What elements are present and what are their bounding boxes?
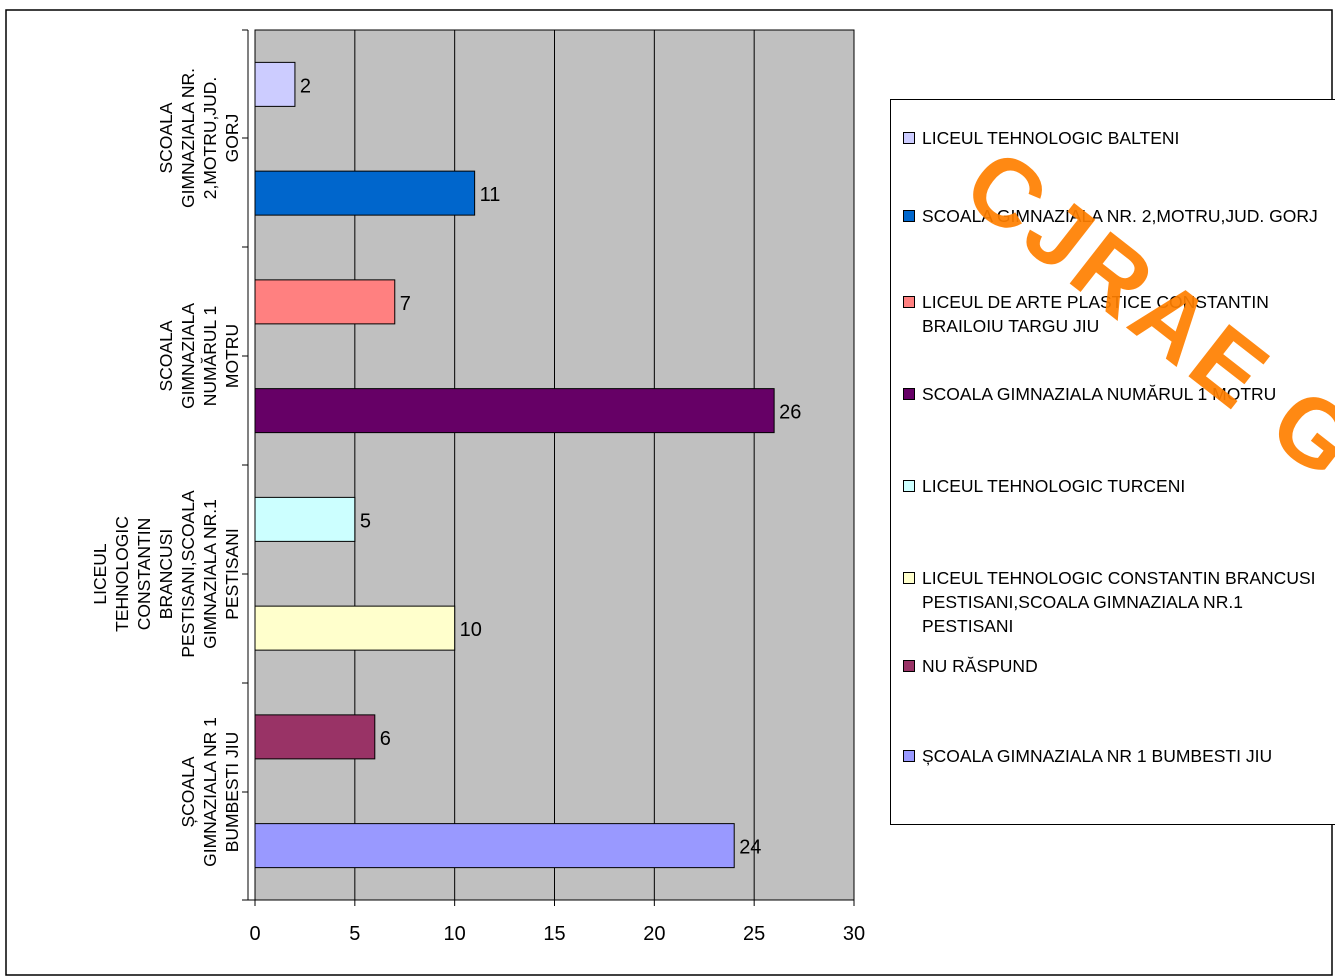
data-label: 24 xyxy=(739,837,761,859)
legend-swatch xyxy=(903,132,915,144)
x-tick-label: 0 xyxy=(249,923,260,945)
y-tick-label-line: BRANCUSI xyxy=(156,529,176,619)
data-label: 11 xyxy=(480,184,501,206)
data-label: 6 xyxy=(380,728,391,750)
y-tick-label-line: NUMĂRUL 1 xyxy=(200,306,220,406)
y-tick-label: SCOALA GIMNAZIALA NUMĂRUL 1 MOTRU xyxy=(156,303,242,409)
y-tick-label-line: LICEUL xyxy=(90,543,110,605)
y-tick-label: SCOALA GIMNAZIALA NR. 2,MOTRU,JUD. GORJ xyxy=(156,68,242,208)
legend-swatch xyxy=(903,660,915,672)
x-tick-label: 5 xyxy=(349,923,360,945)
y-tick-label-line: PESTISANI xyxy=(222,528,242,619)
legend-swatch xyxy=(903,750,915,762)
y-tick-label-line: SCOALA xyxy=(156,320,176,391)
legend-label: LICEUL DE ARTE PLASTICE CONSTANTIN BRAIL… xyxy=(922,292,1269,336)
bar xyxy=(254,61,296,107)
legend-label: LICEUL TEHNOLOGIC CONSTANTIN BRANCUSI PE… xyxy=(922,568,1316,636)
legend-label: LICEUL TEHNOLOGIC BALTENI xyxy=(922,128,1180,148)
legend: LICEUL TEHNOLOGIC BALTENI SCOALA GIMNAZIA… xyxy=(890,99,1335,825)
bar xyxy=(254,605,456,651)
legend-swatch xyxy=(903,388,915,400)
x-tick-label: 25 xyxy=(743,923,765,945)
legend-label: LICEUL TEHNOLOGIC TURCENI xyxy=(922,476,1186,496)
legend-label: SCOALA GIMNAZIALA NR. 2,MOTRU,JUD. GORJ xyxy=(922,206,1318,226)
y-tick-label-line: PESTISANI,SCOALA xyxy=(178,490,198,658)
y-tick-label-line: GIMNAZIALA NR 1 xyxy=(200,717,220,867)
x-tick-label: 10 xyxy=(444,923,466,945)
bar xyxy=(254,714,376,760)
x-tick-label: 30 xyxy=(843,923,865,945)
bar xyxy=(254,388,775,434)
bar xyxy=(254,823,735,869)
data-label: 7 xyxy=(400,293,411,315)
y-tick-label-line: MOTRU xyxy=(222,324,242,388)
bar xyxy=(254,496,356,542)
y-tick-label-line: 2,MOTRU,JUD. xyxy=(200,77,220,200)
y-tick-label-line: GORJ xyxy=(222,114,242,163)
x-tick-label: 15 xyxy=(543,923,565,945)
x-tick-label: 20 xyxy=(643,923,665,945)
legend-swatch xyxy=(903,296,915,308)
legend-label: NU RĂSPUND xyxy=(922,656,1038,676)
data-label: 10 xyxy=(460,619,482,641)
legend-label: SCOALA GIMNAZIALA NUMĂRUL 1 MOTRU xyxy=(922,384,1277,404)
data-label: 5 xyxy=(360,510,371,532)
y-tick-label-line: GIMNAZIALA NR.1 xyxy=(200,499,220,649)
legend-swatch xyxy=(903,480,915,492)
y-tick-label-line: SCOALA xyxy=(156,102,176,173)
y-tick-label-line: GIMNAZIALA xyxy=(178,303,198,409)
y-tick-label-line: BUMBESTI JIU xyxy=(222,732,242,853)
legend-swatch xyxy=(903,572,915,584)
bar xyxy=(254,279,396,325)
data-label: 2 xyxy=(300,75,311,97)
legend-label: ȘCOALA GIMNAZIALA NR 1 BUMBESTI JIU xyxy=(922,746,1273,766)
y-tick-label-line: TEHNOLOGIC xyxy=(112,516,132,632)
data-label: 26 xyxy=(779,402,801,424)
y-tick-label: LICEUL TEHNOLOGIC CONSTANTIN BRANCUSI PESTIS… xyxy=(90,490,242,658)
y-tick-label-line: GIMNAZIALA NR. xyxy=(178,68,198,208)
y-tick-label-line: CONSTANTIN xyxy=(134,518,154,630)
y-tick-label-line: ȘCOALA xyxy=(178,756,198,827)
legend-swatch xyxy=(903,210,915,222)
y-tick-label: ȘCOALA GIMNAZIALA NR 1 BUMBESTI JIU xyxy=(178,717,242,867)
bar xyxy=(254,170,476,216)
